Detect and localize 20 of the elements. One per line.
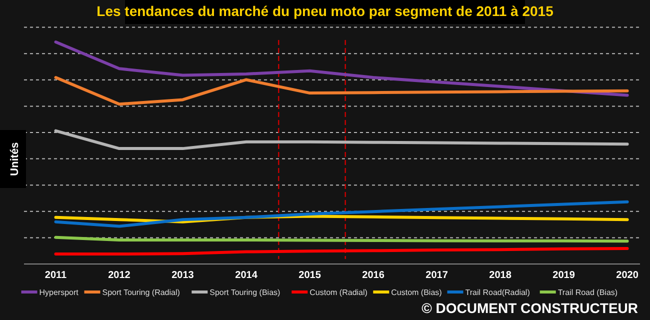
x-tick-label: 2015	[298, 270, 322, 281]
legend-label: Custom (Bias)	[391, 288, 442, 297]
x-tick-label: 2011	[44, 270, 68, 281]
x-tick-label: 2017	[426, 270, 448, 281]
text: © DOCUMENT CONSTRUCTEUR	[422, 300, 638, 316]
legend-label: Trail Road(Radial)	[465, 288, 530, 297]
chart-title: Les tendances du marché du pneu moto par segment de 2011 à 2015	[96, 3, 554, 19]
legend-label: Trail Road (Bias)	[558, 288, 618, 297]
x-tick-label: 2014	[235, 270, 258, 281]
x-tick-label: 2020	[616, 270, 639, 281]
x-tick-label: 2019	[552, 270, 576, 281]
x-tick-label: 2016	[362, 270, 385, 281]
x-tick-label: 2012	[108, 270, 131, 281]
legend-label: Custom (Radial)	[310, 288, 368, 297]
legend-label: Sport Touring (Bias)	[210, 288, 281, 297]
legend-label: Hypersport	[39, 288, 80, 297]
x-tick-label: 2018	[489, 270, 512, 281]
legend-label: Sport Touring (Radial)	[102, 288, 180, 297]
y-axis-title: Unités	[9, 142, 21, 176]
x-tick-label: 2013	[172, 270, 194, 281]
